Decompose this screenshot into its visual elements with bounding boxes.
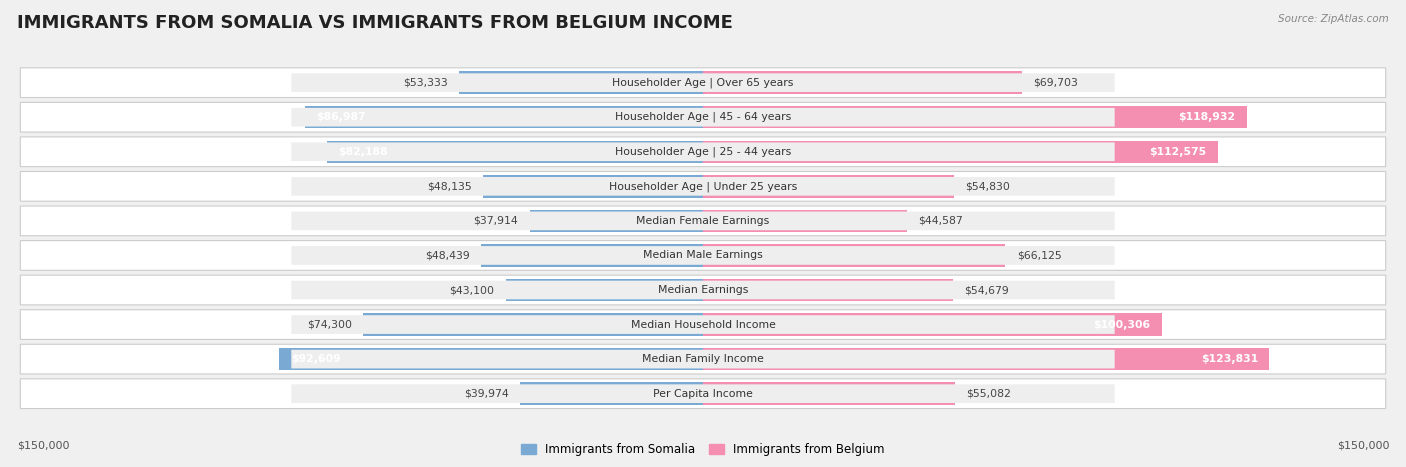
Bar — [305, 106, 703, 128]
FancyBboxPatch shape — [291, 350, 1115, 368]
Text: Householder Age | 45 - 64 years: Householder Age | 45 - 64 years — [614, 112, 792, 122]
Text: $44,587: $44,587 — [918, 216, 963, 226]
FancyBboxPatch shape — [291, 281, 1115, 299]
Text: $86,987: $86,987 — [316, 112, 366, 122]
Text: Median Household Income: Median Household Income — [630, 319, 776, 330]
Text: Median Male Earnings: Median Male Earnings — [643, 250, 763, 261]
Text: $150,000: $150,000 — [17, 441, 69, 451]
Text: $66,125: $66,125 — [1017, 250, 1062, 261]
Text: $69,703: $69,703 — [1033, 78, 1078, 88]
Bar — [458, 71, 703, 94]
Text: $53,333: $53,333 — [404, 78, 447, 88]
FancyBboxPatch shape — [20, 206, 1386, 236]
FancyBboxPatch shape — [20, 310, 1386, 340]
Bar — [703, 210, 907, 232]
FancyBboxPatch shape — [291, 212, 1115, 230]
FancyBboxPatch shape — [291, 73, 1115, 92]
FancyBboxPatch shape — [291, 246, 1115, 265]
Text: $48,135: $48,135 — [426, 181, 471, 191]
Text: $54,679: $54,679 — [965, 285, 1010, 295]
Bar — [703, 279, 953, 301]
Text: $150,000: $150,000 — [1337, 441, 1389, 451]
Bar — [703, 348, 1270, 370]
Bar — [703, 244, 1005, 267]
Text: IMMIGRANTS FROM SOMALIA VS IMMIGRANTS FROM BELGIUM INCOME: IMMIGRANTS FROM SOMALIA VS IMMIGRANTS FR… — [17, 14, 733, 32]
Text: Householder Age | Under 25 years: Householder Age | Under 25 years — [609, 181, 797, 191]
Bar — [482, 175, 703, 198]
Bar — [703, 106, 1247, 128]
Text: Median Family Income: Median Family Income — [643, 354, 763, 364]
Text: $82,188: $82,188 — [339, 147, 388, 157]
FancyBboxPatch shape — [20, 275, 1386, 305]
Text: $118,932: $118,932 — [1178, 112, 1236, 122]
Text: $48,439: $48,439 — [425, 250, 470, 261]
Bar — [703, 175, 953, 198]
Bar — [703, 71, 1022, 94]
Text: $74,300: $74,300 — [307, 319, 352, 330]
FancyBboxPatch shape — [20, 241, 1386, 270]
Bar — [530, 210, 703, 232]
FancyBboxPatch shape — [20, 344, 1386, 374]
Text: $92,609: $92,609 — [291, 354, 340, 364]
Bar — [506, 279, 703, 301]
Bar — [703, 313, 1161, 336]
FancyBboxPatch shape — [20, 68, 1386, 98]
Text: Source: ZipAtlas.com: Source: ZipAtlas.com — [1278, 14, 1389, 24]
Text: Householder Age | Over 65 years: Householder Age | Over 65 years — [612, 78, 794, 88]
Text: Householder Age | 25 - 44 years: Householder Age | 25 - 44 years — [614, 147, 792, 157]
Bar — [280, 348, 703, 370]
Legend: Immigrants from Somalia, Immigrants from Belgium: Immigrants from Somalia, Immigrants from… — [517, 439, 889, 461]
Text: $39,974: $39,974 — [464, 389, 509, 399]
FancyBboxPatch shape — [20, 137, 1386, 167]
Bar — [481, 244, 703, 267]
Text: $100,306: $100,306 — [1094, 319, 1150, 330]
FancyBboxPatch shape — [20, 171, 1386, 201]
Text: $123,831: $123,831 — [1201, 354, 1258, 364]
Bar — [363, 313, 703, 336]
Text: $112,575: $112,575 — [1149, 147, 1206, 157]
Text: Median Female Earnings: Median Female Earnings — [637, 216, 769, 226]
Bar — [703, 382, 955, 405]
FancyBboxPatch shape — [291, 108, 1115, 127]
Text: $54,830: $54,830 — [966, 181, 1010, 191]
Bar — [328, 141, 703, 163]
Text: Per Capita Income: Per Capita Income — [652, 389, 754, 399]
Text: $37,914: $37,914 — [474, 216, 519, 226]
Text: Median Earnings: Median Earnings — [658, 285, 748, 295]
Bar — [520, 382, 703, 405]
FancyBboxPatch shape — [20, 102, 1386, 132]
Bar — [703, 141, 1218, 163]
FancyBboxPatch shape — [291, 384, 1115, 403]
FancyBboxPatch shape — [291, 315, 1115, 334]
Text: $43,100: $43,100 — [450, 285, 495, 295]
FancyBboxPatch shape — [20, 379, 1386, 409]
FancyBboxPatch shape — [291, 142, 1115, 161]
FancyBboxPatch shape — [291, 177, 1115, 196]
Text: $55,082: $55,082 — [966, 389, 1011, 399]
